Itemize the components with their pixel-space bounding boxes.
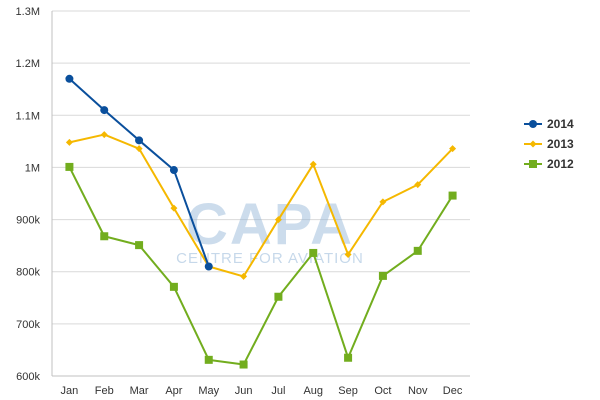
y-tick-label: 1M — [25, 162, 40, 174]
legend-item-2012: 2012 — [524, 157, 574, 171]
data-point-2012 — [309, 248, 318, 257]
data-point-2012 — [413, 246, 422, 255]
data-point-2012 — [65, 162, 74, 171]
legend-label: 2014 — [547, 117, 574, 131]
data-point-2012 — [169, 282, 178, 291]
legend-swatch-marker — [529, 160, 537, 168]
legend: 2014 2013 2012 — [524, 117, 574, 171]
data-point-2012 — [239, 360, 248, 369]
x-tick-label: Jun — [235, 385, 253, 397]
data-point-2013 — [379, 198, 387, 206]
x-tick-label: Jan — [61, 385, 79, 397]
data-point-2013 — [309, 160, 317, 168]
series-2013 — [65, 131, 457, 280]
data-point-2014 — [169, 166, 178, 175]
legend-label: 2012 — [547, 157, 574, 171]
data-point-2012 — [448, 191, 457, 200]
data-point-2013 — [170, 204, 178, 212]
x-tick-label: Mar — [130, 385, 149, 397]
series-line-2013 — [69, 133, 454, 278]
watermark-logo-text: CAPA — [186, 192, 354, 257]
gridlines — [52, 10, 470, 325]
y-tick-label: 1.3M — [16, 6, 40, 18]
y-tick-label: 600k — [16, 371, 40, 383]
data-point-2013 — [274, 216, 282, 224]
data-point-2013 — [135, 145, 143, 153]
y-tick-label: 700k — [16, 319, 40, 331]
y-axis: 600k 700k 800k 900k 1M 1.1M 1.2M 1.3M — [16, 6, 53, 383]
data-point-2013 — [65, 138, 73, 146]
legend-item-2014: 2014 — [524, 117, 574, 131]
data-point-2012 — [135, 241, 144, 250]
data-point-2013 — [344, 251, 352, 259]
legend-label: 2013 — [547, 137, 574, 151]
data-point-2012 — [378, 271, 387, 280]
legend-swatch-marker — [529, 120, 537, 128]
x-axis: Jan Feb Mar Apr May Jun Jul Aug Sep Oct Nov Dec — [52, 375, 470, 397]
data-point-2014 — [100, 106, 109, 115]
x-tick-label: Feb — [95, 385, 114, 397]
data-point-2013 — [449, 145, 457, 153]
y-tick-label: 800k — [16, 267, 40, 279]
x-tick-label: Oct — [374, 385, 391, 397]
series-layer — [65, 74, 457, 369]
x-tick-label: Jul — [271, 385, 285, 397]
y-tick-label: 1.2M — [16, 58, 40, 70]
x-tick-label: Apr — [165, 385, 182, 397]
x-tick-label: Aug — [303, 385, 323, 397]
series-2012 — [65, 162, 457, 369]
data-point-2012 — [204, 355, 213, 364]
data-point-2013 — [240, 272, 248, 280]
series-2014 — [65, 74, 213, 271]
x-tick-label: Sep — [338, 385, 358, 397]
x-tick-label: Nov — [408, 385, 428, 397]
x-tick-label: May — [198, 385, 219, 397]
data-point-2013 — [100, 131, 108, 139]
data-point-2012 — [274, 292, 283, 301]
legend-item-2013: 2013 — [524, 137, 574, 151]
data-point-2012 — [344, 353, 353, 362]
x-tick-label: Dec — [443, 385, 463, 397]
data-point-2014 — [135, 136, 144, 145]
legend-swatch-marker — [529, 140, 537, 148]
y-tick-label: 900k — [16, 215, 40, 227]
y-tick-label: 1.1M — [16, 110, 40, 122]
data-point-2014 — [204, 262, 213, 271]
data-point-2012 — [100, 232, 109, 241]
series-line-2012 — [68, 166, 454, 366]
data-point-2014 — [65, 74, 74, 83]
data-point-2013 — [414, 181, 422, 189]
